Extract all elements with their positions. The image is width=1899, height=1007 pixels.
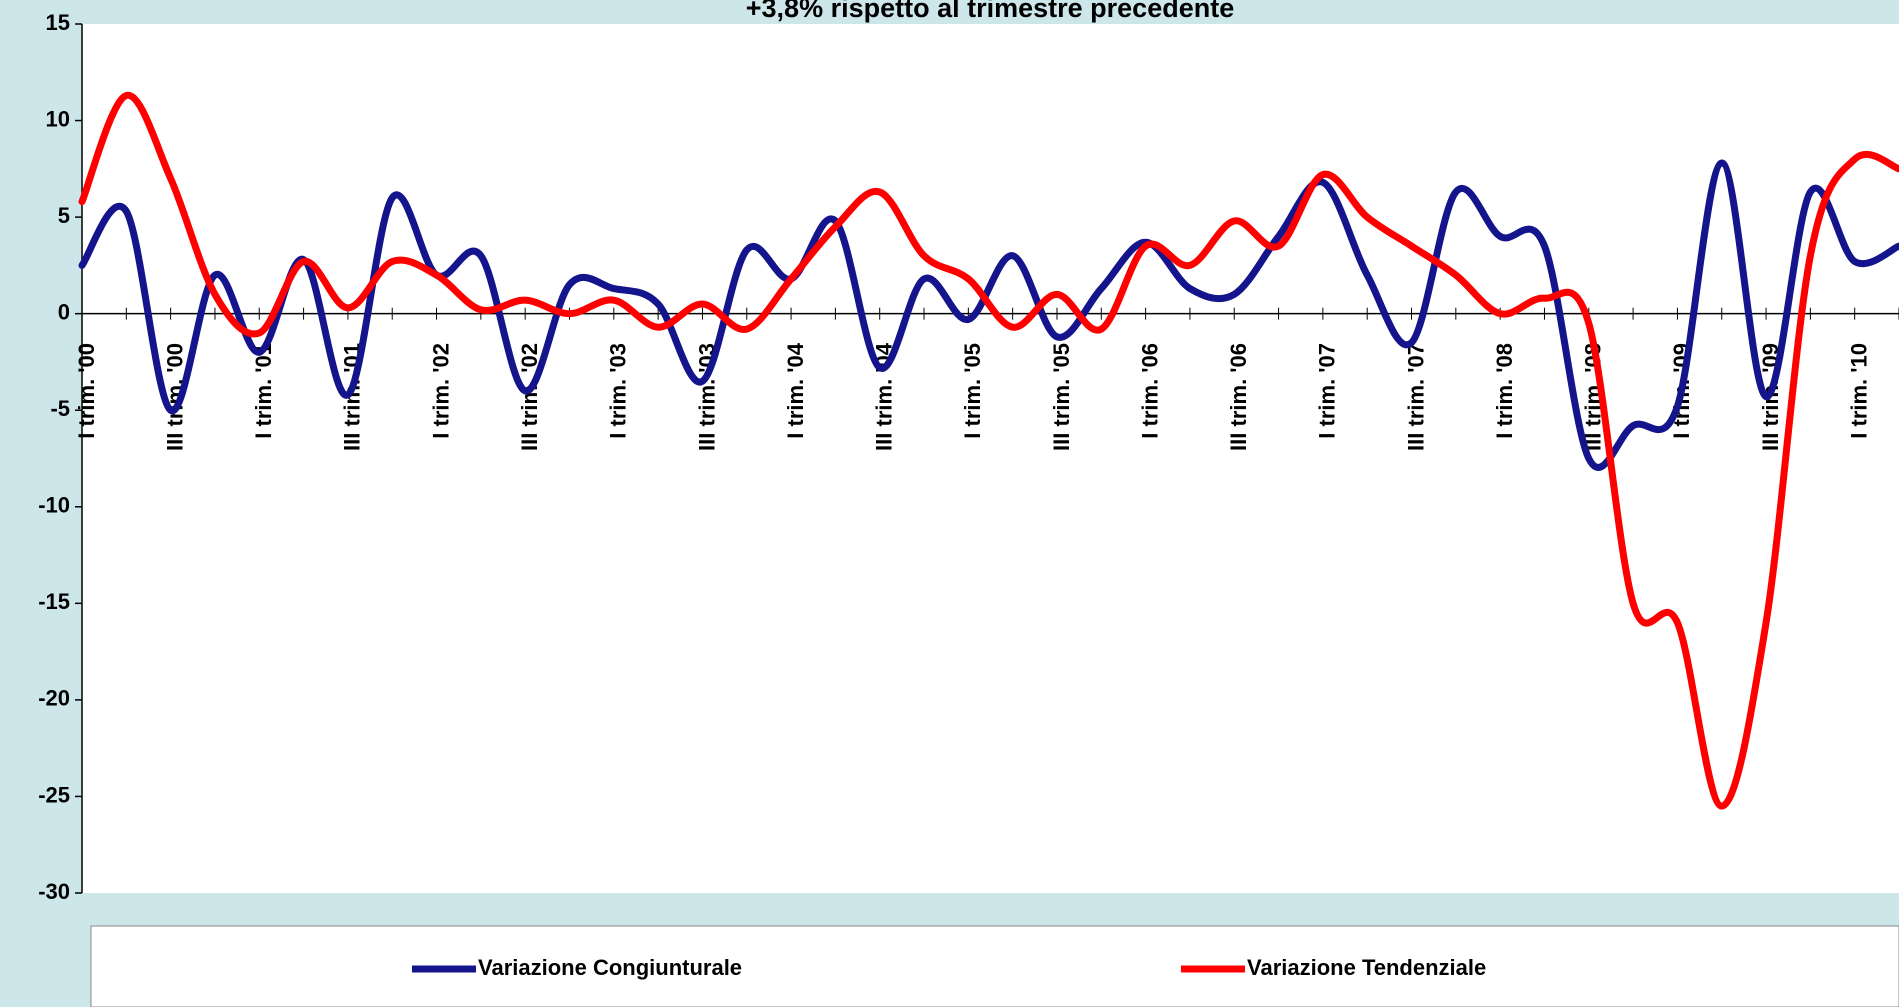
y-tick-label: -5: [50, 396, 70, 421]
y-tick-label: -30: [38, 879, 70, 904]
x-tick-label: III trim. '05: [1049, 343, 1074, 451]
x-tick-label: I trim. '01: [251, 343, 276, 439]
x-tick-label: I trim. '07: [1315, 343, 1340, 439]
y-tick-label: 0: [58, 299, 70, 324]
series-line: [78, 159, 1899, 471]
y-tick-label: 5: [58, 203, 70, 228]
legend-label: Variazione Congiunturale: [478, 955, 742, 980]
x-tick-label: I trim. '03: [606, 343, 631, 439]
x-tick-label: III trim. '07: [1403, 343, 1428, 451]
x-tick-label: I trim. '04: [783, 342, 808, 438]
x-tick-label: I trim. '02: [428, 343, 453, 439]
x-tick-label: I trim. '08: [1492, 343, 1517, 439]
y-tick-label: 15: [46, 10, 70, 35]
y-tick-label: -10: [38, 493, 70, 518]
x-tick-label: I trim. '00: [74, 343, 99, 439]
x-tick-label: III trim. '02: [517, 343, 542, 451]
x-tick-label: I trim. '10: [1846, 343, 1871, 439]
chart-title: +3,8% rispetto al trimestre precedente: [746, 0, 1234, 23]
y-tick-label: -15: [38, 589, 70, 614]
legend-box: [90, 925, 1899, 1007]
y-tick-label: -20: [38, 686, 70, 711]
x-tick-label: I trim. '05: [960, 343, 985, 439]
y-tick-label: -25: [38, 782, 70, 807]
x-tick-label: III trim. '06: [1226, 343, 1251, 451]
y-tick-label: 10: [46, 106, 70, 131]
legend-label: Variazione Tendenziale: [1247, 955, 1486, 980]
plot-area: [82, 24, 1899, 893]
series-line: [78, 91, 1899, 810]
x-tick-label: I trim. '06: [1137, 343, 1162, 439]
